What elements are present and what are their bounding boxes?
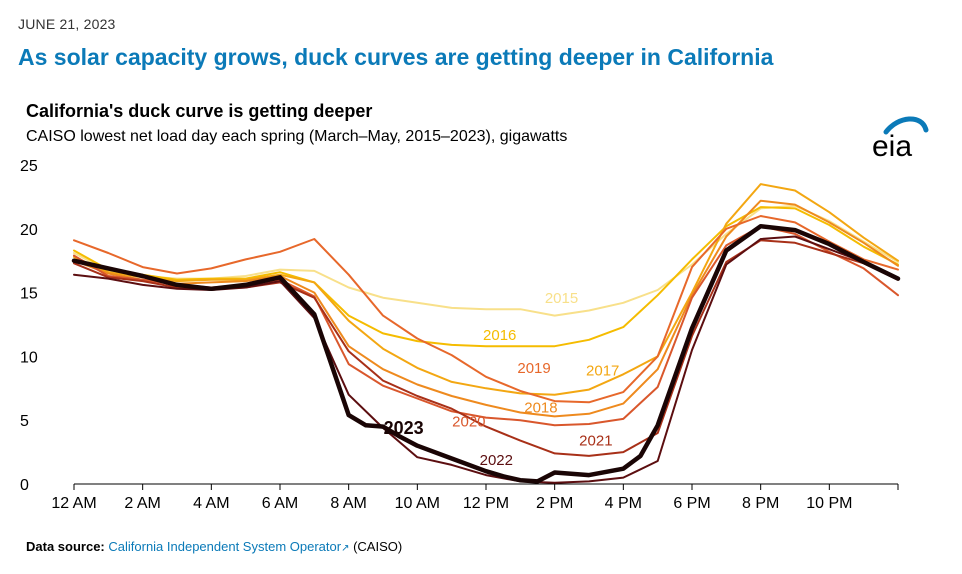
series-label-2019: 2019 xyxy=(517,360,550,377)
series-line-2018 xyxy=(73,199,899,418)
series-line-2016 xyxy=(73,206,899,348)
x-tick-label: 10 AM xyxy=(395,495,440,512)
y-tick-label: 20 xyxy=(20,222,38,239)
series-labels: 2015 2016 2017 2018 2019 2020 2021 2022 2023 xyxy=(384,290,620,469)
series-line-2022 xyxy=(73,235,899,484)
series-line-2021 xyxy=(73,239,899,457)
y-tick-label: 5 xyxy=(20,413,29,430)
headline: As solar capacity grows, duck curves are… xyxy=(18,44,774,70)
publish-date: JUNE 21, 2023 xyxy=(18,16,116,32)
external-link-icon[interactable]: ↗ xyxy=(341,543,350,554)
y-tick-label: 25 xyxy=(20,158,38,175)
y-axis: 0 5 10 15 20 25 xyxy=(20,158,38,494)
x-tick-label: 8 PM xyxy=(742,495,779,512)
series-lines xyxy=(71,183,901,484)
source-suffix: (CAISO) xyxy=(353,539,403,554)
series-label-2017: 2017 xyxy=(586,363,619,380)
series-label-2022: 2022 xyxy=(480,452,513,469)
series-label-2020: 2020 xyxy=(452,414,485,431)
y-tick-label: 10 xyxy=(20,349,38,366)
eia-logo[interactable]: eia xyxy=(866,116,932,162)
eia-logo-text: eia xyxy=(872,130,912,162)
series-label-2018: 2018 xyxy=(524,400,557,417)
series-line-2023 xyxy=(71,223,901,484)
data-source: Data source: California Independent Syst… xyxy=(26,539,402,554)
series-line-2020 xyxy=(73,225,899,427)
source-label: Data source: xyxy=(26,539,105,554)
source-link[interactable]: California Independent System Operator xyxy=(108,539,342,554)
eia-logo-swoosh-icon xyxy=(883,116,929,135)
series-label-2023: 2023 xyxy=(384,418,424,438)
chart-title: California's duck curve is getting deepe… xyxy=(26,101,373,121)
chart-subtitle: CAISO lowest net load day each spring (M… xyxy=(26,128,568,145)
series-label-2015: 2015 xyxy=(545,290,578,307)
series-line-2017 xyxy=(73,183,899,396)
x-tick-label: 12 AM xyxy=(51,495,96,512)
x-tick-label: 12 PM xyxy=(463,495,509,512)
x-axis: 12 AM 2 AM 4 AM 6 AM 8 AM 10 AM 12 PM 2 PM 4 PM 6… xyxy=(51,483,899,512)
x-tick-label: 10 PM xyxy=(806,495,852,512)
x-tick-label: 4 AM xyxy=(193,495,229,512)
x-tick-label: 2 AM xyxy=(124,495,160,512)
x-tick-label: 4 PM xyxy=(605,495,642,512)
x-tick-label: 2 PM xyxy=(536,495,573,512)
series-label-2021: 2021 xyxy=(579,433,612,450)
y-tick-label: 0 xyxy=(20,477,29,494)
series-label-2016: 2016 xyxy=(483,327,516,344)
y-tick-label: 15 xyxy=(20,286,38,303)
series-line-2019 xyxy=(73,215,899,404)
x-tick-label: 8 AM xyxy=(330,495,366,512)
x-tick-label: 6 AM xyxy=(262,495,298,512)
series-line-2015 xyxy=(73,204,899,317)
x-tick-label: 6 PM xyxy=(673,495,710,512)
